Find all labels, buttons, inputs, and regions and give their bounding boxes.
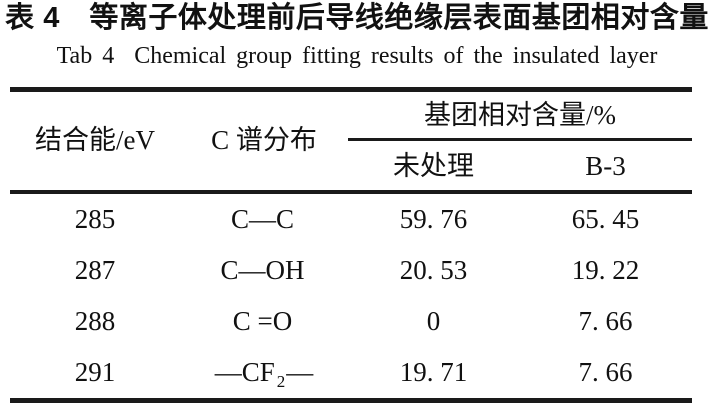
formula-text: C =O (232, 306, 293, 336)
formula-text: C—C (230, 204, 295, 234)
untreated-value: 0 (426, 306, 441, 336)
binding-energy-value: 285 (74, 204, 116, 234)
formula-text: C—OH (220, 255, 305, 285)
chemical-formula: C—OH (180, 245, 348, 296)
header-bottom-rule (10, 190, 692, 194)
b3-value: 7. 66 (578, 306, 633, 336)
formula-text: — (286, 357, 314, 387)
chemical-formula: C =O (180, 296, 348, 347)
col-header-b3: B-3 (585, 151, 626, 181)
chemical-formula: —CF 2— (180, 347, 348, 398)
header-spanner-rule (348, 138, 692, 141)
untreated-value: 19. 71 (399, 357, 468, 387)
untreated-value: 20. 53 (399, 255, 468, 285)
untreated-value: 59. 76 (399, 204, 468, 234)
col-header-group-content: 基团相对含量/% (424, 100, 616, 130)
b3-value: 19. 22 (571, 255, 640, 285)
binding-energy-value: 287 (74, 255, 116, 285)
table-title-english: Tab 4 Chemical group fitting results of … (56, 43, 658, 69)
table-top-rule (10, 87, 692, 92)
formula-subscript: 2 (276, 372, 286, 391)
col-header-c-spectrum: C 谱分布 (211, 125, 317, 155)
b3-value: 65. 45 (571, 204, 640, 234)
col-header-binding-energy: 结合能/eV (35, 125, 155, 155)
table-bottom-rule (10, 398, 692, 403)
b3-value: 7. 66 (578, 357, 633, 387)
binding-energy-value: 288 (74, 306, 116, 336)
table-title-chinese: 表 4 等离子体处理前后导线绝缘层表面基团相对含量 (5, 2, 709, 34)
col-header-untreated: 未处理 (393, 151, 474, 181)
chemical-formula: C—C (180, 194, 348, 245)
binding-energy-value: 291 (74, 357, 116, 387)
formula-text: —CF (214, 357, 275, 387)
